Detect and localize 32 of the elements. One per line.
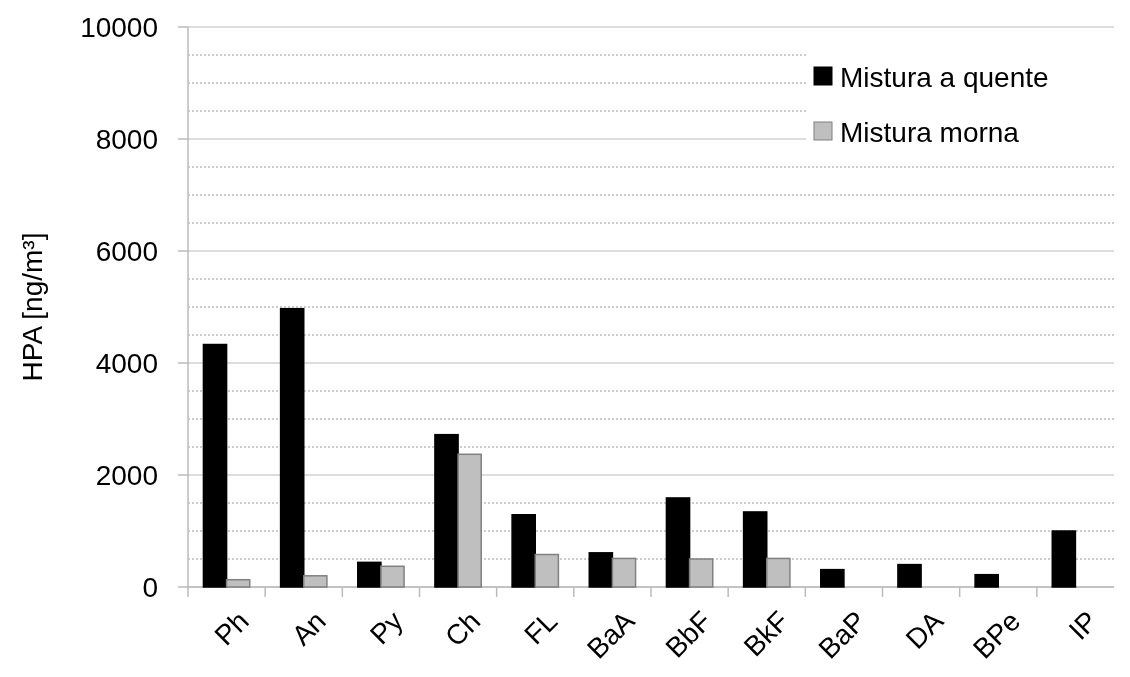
x-tick-label: BaA [581, 604, 641, 665]
y-tick-label: 4000 [95, 347, 158, 379]
bar [820, 568, 845, 588]
bar [742, 511, 768, 588]
x-tick-label: FL [518, 605, 564, 651]
x-tick-label: Ph [208, 605, 255, 652]
x-tick-label: BPe [967, 605, 1027, 665]
bar [588, 552, 614, 588]
x-tick-label: An [285, 605, 332, 652]
x-tick-label: BaP [812, 605, 873, 665]
legend-label: Mistura a quente [840, 61, 1049, 93]
legend-label: Mistura morna [840, 116, 1020, 148]
y-tick-label: 2000 [95, 459, 158, 491]
y-tick-label: 6000 [95, 235, 158, 267]
bar [974, 573, 999, 588]
bar [1051, 530, 1077, 588]
x-tick-label: BkF [737, 605, 795, 663]
bar [279, 307, 305, 588]
bar [511, 514, 536, 588]
bar [357, 561, 382, 588]
y-tick-label: 10000 [80, 11, 158, 43]
y-tick-label: 8000 [95, 123, 158, 155]
bar [897, 563, 922, 588]
y-tick-label: 0 [142, 571, 158, 603]
x-tick-label: DA [899, 604, 950, 655]
bar [434, 433, 459, 588]
x-tick-label: IP [1062, 605, 1104, 646]
bar [665, 497, 691, 588]
bar [202, 343, 228, 588]
y-axis-title: HPA [ng/m³] [17, 232, 48, 382]
x-tick-label: Ch [438, 605, 487, 653]
x-tick-label: Py [363, 605, 410, 651]
